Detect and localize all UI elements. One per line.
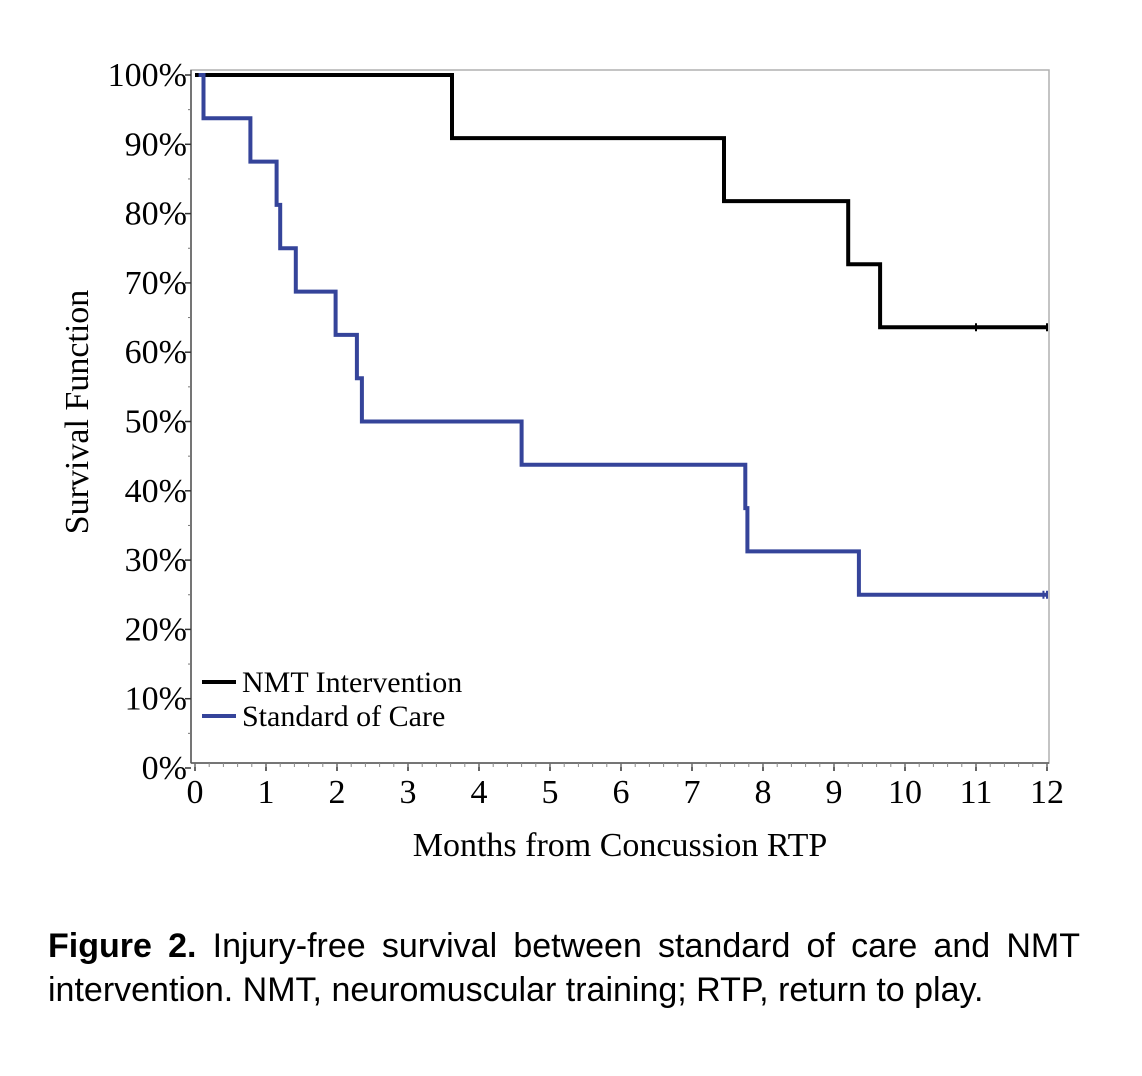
y-tick-label: 50% [125,404,187,441]
x-tick-label: 9 [826,774,843,811]
y-tick-label: 100% [108,57,187,94]
y-tick-label: 10% [125,681,187,718]
series-layer [195,73,1048,599]
x-tick-label: 4 [471,774,488,811]
y-tick-label: 60% [125,334,187,371]
x-tick-label: 3 [400,774,417,811]
x-axis-title: Months from Concussion RTP [413,827,828,864]
figure-caption-label: Figure 2. [48,927,197,965]
x-tick-label: 6 [613,774,630,811]
x-tick-label: 10 [888,774,922,811]
ticks-layer: 0%10%20%30%40%50%60%70%80%90%100%0 1 2 3 4 5 6… [108,57,1064,811]
legend-label: Standard of Care [242,700,445,733]
y-tick-label: 70% [125,265,187,302]
y-tick-label: 20% [125,611,187,648]
y-tick-label: 40% [125,473,187,510]
plot-border [190,69,1050,764]
survival-chart: 0%10%20%30%40%50%60%70%80%90%100%0 1 2 3 4 5 6… [59,57,1064,864]
x-tick-label: 0 [187,774,204,811]
x-tick-label: 2 [329,774,346,811]
figure-caption: Figure 2. Injury-free survival between s… [48,924,1080,1012]
y-tick-label: 80% [125,196,187,233]
y-axis-title: Survival Function [59,290,96,535]
x-tick-label: 8 [755,774,772,811]
x-tick-label: 11 [960,774,993,811]
y-tick-label: 30% [125,542,187,579]
x-tick-label: 1 [258,774,275,811]
legend-label: NMT Intervention [242,666,462,699]
y-tick-label: 90% [125,126,187,163]
y-tick-label: 0% [142,750,187,787]
series-line-nmt-intervention [195,73,1047,330]
x-tick-label: 7 [684,774,701,811]
figure-caption-text: Injury-free survival between standard of… [48,927,1080,1009]
x-tick-label: 12 [1030,774,1064,811]
series-line-standard-of-care [198,73,1047,597]
plot-frame [190,69,1050,764]
x-tick-label: 5 [542,774,559,811]
